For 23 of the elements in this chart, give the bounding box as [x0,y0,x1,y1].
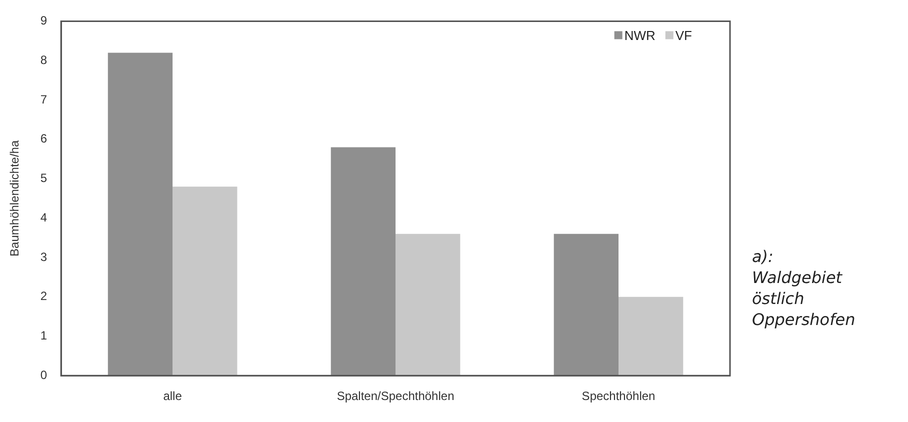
y-tick-label: 3 [40,250,48,264]
bar [554,234,619,376]
y-tick-label: 1 [40,328,48,343]
y-tick-label: 4 [40,210,48,224]
y-tick-label: 7 [40,92,48,106]
x-tick-label: Spalten/Spechthöhlen [336,389,454,404]
legend-label: VF [675,28,692,43]
bar [172,186,238,376]
x-tick-label: alle [163,389,182,404]
bar [108,52,173,376]
bar [618,296,684,376]
x-tick-label: Spechthöhlen [582,389,656,404]
text: a): Waldgebiet östlich Oppershofen [752,246,856,330]
y-tick-label: 6 [40,132,48,146]
y-tick-label: 2 [40,289,48,304]
y-tick-label: 5 [40,171,48,186]
y-tick-label: 8 [40,52,48,67]
legend-label: NWR [624,28,656,43]
y-axis-title: Baumhöhlendichte/ha [8,140,22,256]
y-tick-label: 9 [40,14,48,28]
bar [396,234,460,376]
bar [330,147,396,376]
y-tick-label: 0 [40,368,48,382]
